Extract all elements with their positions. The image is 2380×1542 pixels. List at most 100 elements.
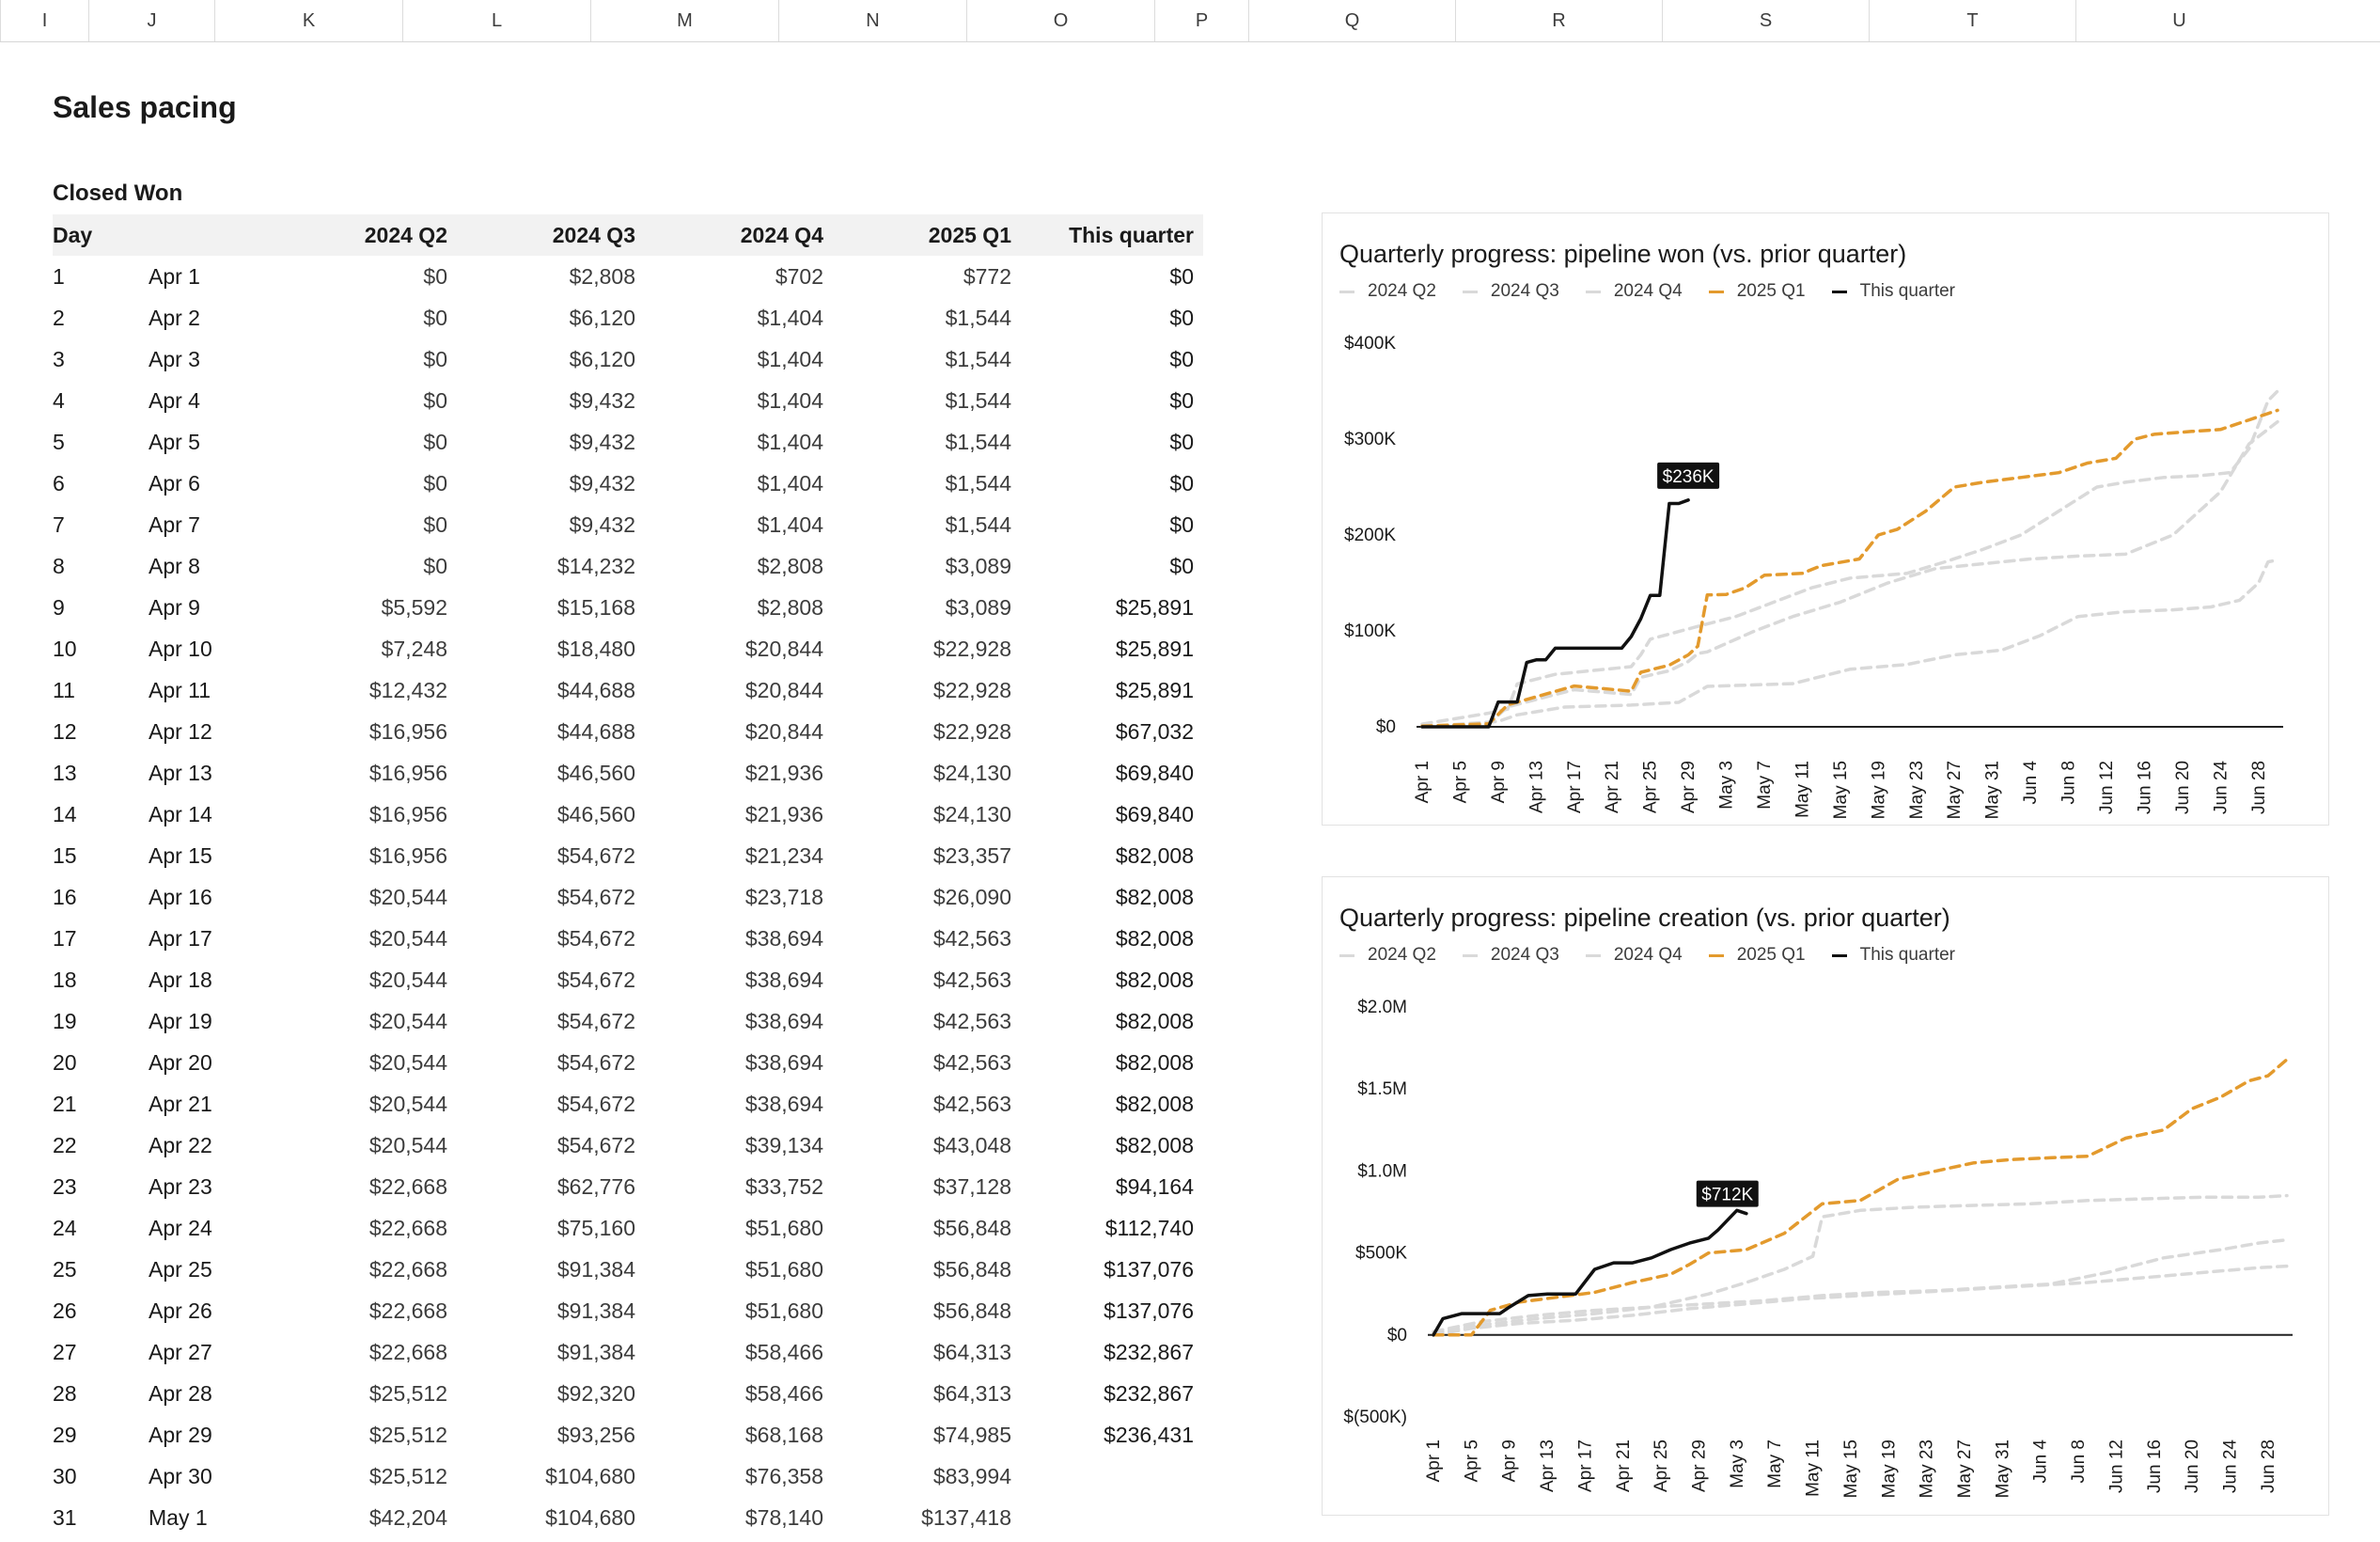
day-cell[interactable]: 16 xyxy=(53,884,77,909)
column-header-k[interactable]: K xyxy=(214,0,402,41)
value-cell[interactable]: $104,680 xyxy=(545,1463,635,1488)
value-cell[interactable]: $22,668 xyxy=(368,1298,447,1323)
value-cell[interactable]: $38,694 xyxy=(744,967,823,992)
value-cell[interactable]: $21,936 xyxy=(744,801,823,826)
date-cell[interactable]: Apr 1 xyxy=(149,263,200,289)
value-cell[interactable]: $54,672 xyxy=(556,925,635,951)
value-cell[interactable]: $20,844 xyxy=(744,636,823,661)
legend-item[interactable]: 2024 Q4 xyxy=(1585,945,1683,966)
value-cell[interactable]: $22,668 xyxy=(368,1173,447,1199)
day-cell[interactable]: 25 xyxy=(53,1256,77,1282)
header-date[interactable] xyxy=(149,214,269,256)
value-cell[interactable]: $23,718 xyxy=(744,884,823,909)
value-cell[interactable]: $6,120 xyxy=(569,305,635,330)
value-cell[interactable]: $25,512 xyxy=(368,1463,447,1488)
day-cell[interactable]: 19 xyxy=(53,1008,77,1033)
value-cell[interactable]: $54,672 xyxy=(556,967,635,992)
chart-pipeline-creation[interactable]: Quarterly progress: pipeline creation (v… xyxy=(1322,876,2329,1516)
day-cell[interactable]: 26 xyxy=(53,1298,77,1323)
value-cell[interactable]: $1,404 xyxy=(757,346,823,371)
column-header-p[interactable]: P xyxy=(1154,0,1248,41)
day-cell[interactable]: 15 xyxy=(53,842,77,868)
value-cell[interactable]: $1,544 xyxy=(945,470,1011,496)
value-cell[interactable]: $33,752 xyxy=(744,1173,823,1199)
value-cell[interactable]: $25,891 xyxy=(1115,677,1194,702)
value-cell[interactable]: $42,563 xyxy=(932,1049,1011,1075)
legend-item[interactable]: 2024 Q3 xyxy=(1462,281,1559,302)
value-cell[interactable]: $16,956 xyxy=(368,718,447,744)
value-cell[interactable]: $0 xyxy=(423,305,447,330)
value-cell[interactable]: $51,680 xyxy=(744,1298,823,1323)
value-cell[interactable]: $232,867 xyxy=(1104,1339,1194,1364)
value-cell[interactable]: $3,089 xyxy=(945,553,1011,578)
value-cell[interactable]: $51,680 xyxy=(744,1256,823,1282)
value-cell[interactable]: $94,164 xyxy=(1115,1173,1194,1199)
value-cell[interactable]: $82,008 xyxy=(1115,884,1194,909)
value-cell[interactable]: $2,808 xyxy=(757,553,823,578)
value-cell[interactable] xyxy=(1021,1455,1203,1497)
day-cell[interactable]: 9 xyxy=(53,594,65,620)
value-cell[interactable]: $67,032 xyxy=(1115,718,1194,744)
value-cell[interactable]: $64,313 xyxy=(932,1380,1011,1406)
header-2024-q4[interactable]: 2024 Q4 xyxy=(645,214,833,256)
value-cell[interactable]: $58,466 xyxy=(744,1339,823,1364)
value-cell[interactable]: $137,076 xyxy=(1104,1298,1194,1323)
day-cell[interactable]: 13 xyxy=(53,760,77,785)
header-2025-q1[interactable]: 2025 Q1 xyxy=(833,214,1021,256)
value-cell[interactable]: $82,008 xyxy=(1115,1132,1194,1157)
value-cell[interactable]: $1,544 xyxy=(945,511,1011,537)
day-cell[interactable]: 11 xyxy=(53,677,75,702)
header-2024-q2[interactable]: 2024 Q2 xyxy=(269,214,457,256)
value-cell[interactable]: $0 xyxy=(423,429,447,454)
legend-item[interactable]: 2024 Q4 xyxy=(1585,281,1683,302)
day-cell[interactable]: 3 xyxy=(53,346,65,371)
legend-item[interactable]: 2024 Q2 xyxy=(1339,945,1436,966)
value-cell[interactable]: $9,432 xyxy=(569,387,635,413)
value-cell[interactable]: $51,680 xyxy=(744,1215,823,1240)
value-cell[interactable]: $54,672 xyxy=(556,1008,635,1033)
value-cell[interactable]: $82,008 xyxy=(1115,967,1194,992)
value-cell[interactable]: $54,672 xyxy=(556,1091,635,1116)
value-cell[interactable]: $2,808 xyxy=(569,263,635,289)
value-cell[interactable]: $20,844 xyxy=(744,677,823,702)
value-cell[interactable]: $6,120 xyxy=(569,346,635,371)
date-cell[interactable]: Apr 20 xyxy=(149,1049,212,1075)
value-cell[interactable]: $58,466 xyxy=(744,1380,823,1406)
value-cell[interactable]: $0 xyxy=(1169,470,1194,496)
value-cell[interactable]: $46,560 xyxy=(556,760,635,785)
value-cell[interactable]: $9,432 xyxy=(569,511,635,537)
value-cell[interactable]: $56,848 xyxy=(932,1298,1011,1323)
value-cell[interactable]: $0 xyxy=(423,553,447,578)
value-cell[interactable]: $64,313 xyxy=(932,1339,1011,1364)
column-header-q[interactable]: Q xyxy=(1248,0,1455,41)
value-cell[interactable]: $1,404 xyxy=(757,429,823,454)
day-cell[interactable]: 30 xyxy=(53,1463,77,1488)
chart-pipeline-won[interactable]: Quarterly progress: pipeline won (vs. pr… xyxy=(1322,212,2329,826)
value-cell[interactable] xyxy=(1021,1497,1203,1538)
legend-item[interactable]: 2025 Q1 xyxy=(1708,281,1806,302)
value-cell[interactable]: $1,404 xyxy=(757,305,823,330)
date-cell[interactable]: Apr 3 xyxy=(149,346,200,371)
value-cell[interactable]: $91,384 xyxy=(556,1339,635,1364)
day-cell[interactable]: 23 xyxy=(53,1173,77,1199)
value-cell[interactable]: $26,090 xyxy=(932,884,1011,909)
value-cell[interactable]: $21,936 xyxy=(744,760,823,785)
value-cell[interactable]: $22,668 xyxy=(368,1215,447,1240)
value-cell[interactable]: $56,848 xyxy=(932,1256,1011,1282)
column-header-i[interactable]: I xyxy=(0,0,88,41)
value-cell[interactable]: $18,480 xyxy=(556,636,635,661)
value-cell[interactable]: $2,808 xyxy=(757,594,823,620)
value-cell[interactable]: $12,432 xyxy=(368,677,447,702)
value-cell[interactable]: $69,840 xyxy=(1115,801,1194,826)
value-cell[interactable]: $42,563 xyxy=(932,925,1011,951)
date-cell[interactable]: Apr 17 xyxy=(149,925,212,951)
legend-item[interactable]: 2024 Q3 xyxy=(1462,945,1559,966)
value-cell[interactable]: $0 xyxy=(1169,553,1194,578)
date-cell[interactable]: Apr 16 xyxy=(149,884,212,909)
legend-item[interactable]: 2025 Q1 xyxy=(1708,945,1806,966)
value-cell[interactable]: $20,544 xyxy=(368,1091,447,1116)
day-cell[interactable]: 28 xyxy=(53,1380,77,1406)
date-cell[interactable]: Apr 21 xyxy=(149,1091,212,1116)
value-cell[interactable]: $236,431 xyxy=(1104,1422,1194,1447)
value-cell[interactable]: $25,512 xyxy=(368,1380,447,1406)
